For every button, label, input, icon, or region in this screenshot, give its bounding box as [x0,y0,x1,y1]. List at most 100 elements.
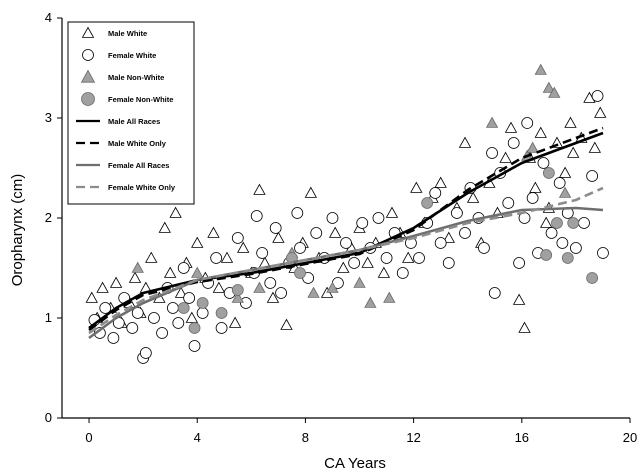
data-point [402,251,415,263]
x-tick-label: 20 [623,430,637,445]
data-point [231,291,244,303]
data-point [556,237,569,249]
x-axis-title: CA Years [324,455,386,472]
data-point [337,261,350,273]
legend-label: Female All Races [108,161,169,170]
data-point [237,241,250,253]
data-point [231,284,244,296]
data-point [177,302,190,314]
data-point [380,252,393,264]
data-point [310,227,323,239]
data-point [502,197,515,209]
data-point [499,151,512,163]
data-point [215,322,228,334]
data-point [459,227,471,239]
legend-label: Female White Only [108,183,176,192]
data-point [166,302,179,314]
data-point [250,210,263,222]
data-point [294,242,306,254]
data-point [131,307,144,319]
x-tick-label: 4 [194,430,201,445]
data-point [413,252,425,264]
data-point [558,166,572,178]
data-point [185,311,199,323]
data-point [504,121,518,133]
data-point [594,106,607,118]
data-point [231,232,244,244]
data-point [177,262,190,274]
data-point [158,221,171,233]
data-point [377,266,391,278]
x-tick-label: 0 [85,430,92,445]
data-point [534,63,547,75]
legend-marker [81,26,95,38]
data-point [597,247,609,259]
data-point [539,216,553,228]
data-point [586,170,599,182]
data-point [526,192,539,204]
data-point [442,231,455,243]
data-point [588,141,602,153]
data-point [561,252,574,264]
data-point [256,247,269,259]
data-point [486,147,498,159]
data-point [172,317,185,329]
data-point [304,186,318,198]
data-point [537,157,550,169]
fit-curve [88,186,604,335]
data-point [196,307,209,319]
data-point [269,222,282,234]
data-point [567,146,580,158]
data-point [307,286,320,298]
data-point [421,197,434,209]
data-point [513,257,526,269]
y-tick-label: 0 [45,410,52,425]
legend-label: Male Non-White [108,73,164,82]
data-point [145,251,158,263]
data-point [545,227,558,239]
data-point [570,242,582,254]
y-tick-label: 1 [45,310,52,325]
legend-label: Female Non-White [108,95,173,104]
data-point [183,292,196,304]
data-point [488,287,501,299]
legend-marker [82,49,94,61]
data-point [383,291,396,303]
data-point [329,226,342,238]
y-tick-label: 3 [45,110,52,125]
y-axis-title: Oropharynx (cm) [9,174,26,287]
data-point [534,126,547,138]
data-point [326,212,339,224]
data-point [372,212,385,224]
data-point [591,90,604,102]
data-point [512,293,526,305]
x-tick-label: 12 [406,430,420,445]
data-point [466,191,480,203]
data-point [85,291,98,303]
data-point [264,277,277,289]
data-point [485,116,499,128]
data-point [291,207,304,219]
data-point [434,237,447,249]
data-point [558,186,572,198]
data-point [96,281,109,293]
data-point [148,312,160,324]
y-tick-label: 2 [45,210,52,225]
data-point [99,302,112,314]
data-point [109,276,123,288]
fit-curves [88,126,604,340]
data-point [385,206,399,218]
data-point [521,117,534,129]
data-point [128,271,142,283]
data-point [196,297,209,309]
data-point [126,322,139,334]
data-point [526,141,539,153]
data-point [207,226,220,238]
data-point [434,176,447,188]
data-point [396,267,409,279]
data-point [169,206,182,218]
data-marks [85,63,609,364]
data-point [410,181,423,193]
data-point [294,267,306,279]
